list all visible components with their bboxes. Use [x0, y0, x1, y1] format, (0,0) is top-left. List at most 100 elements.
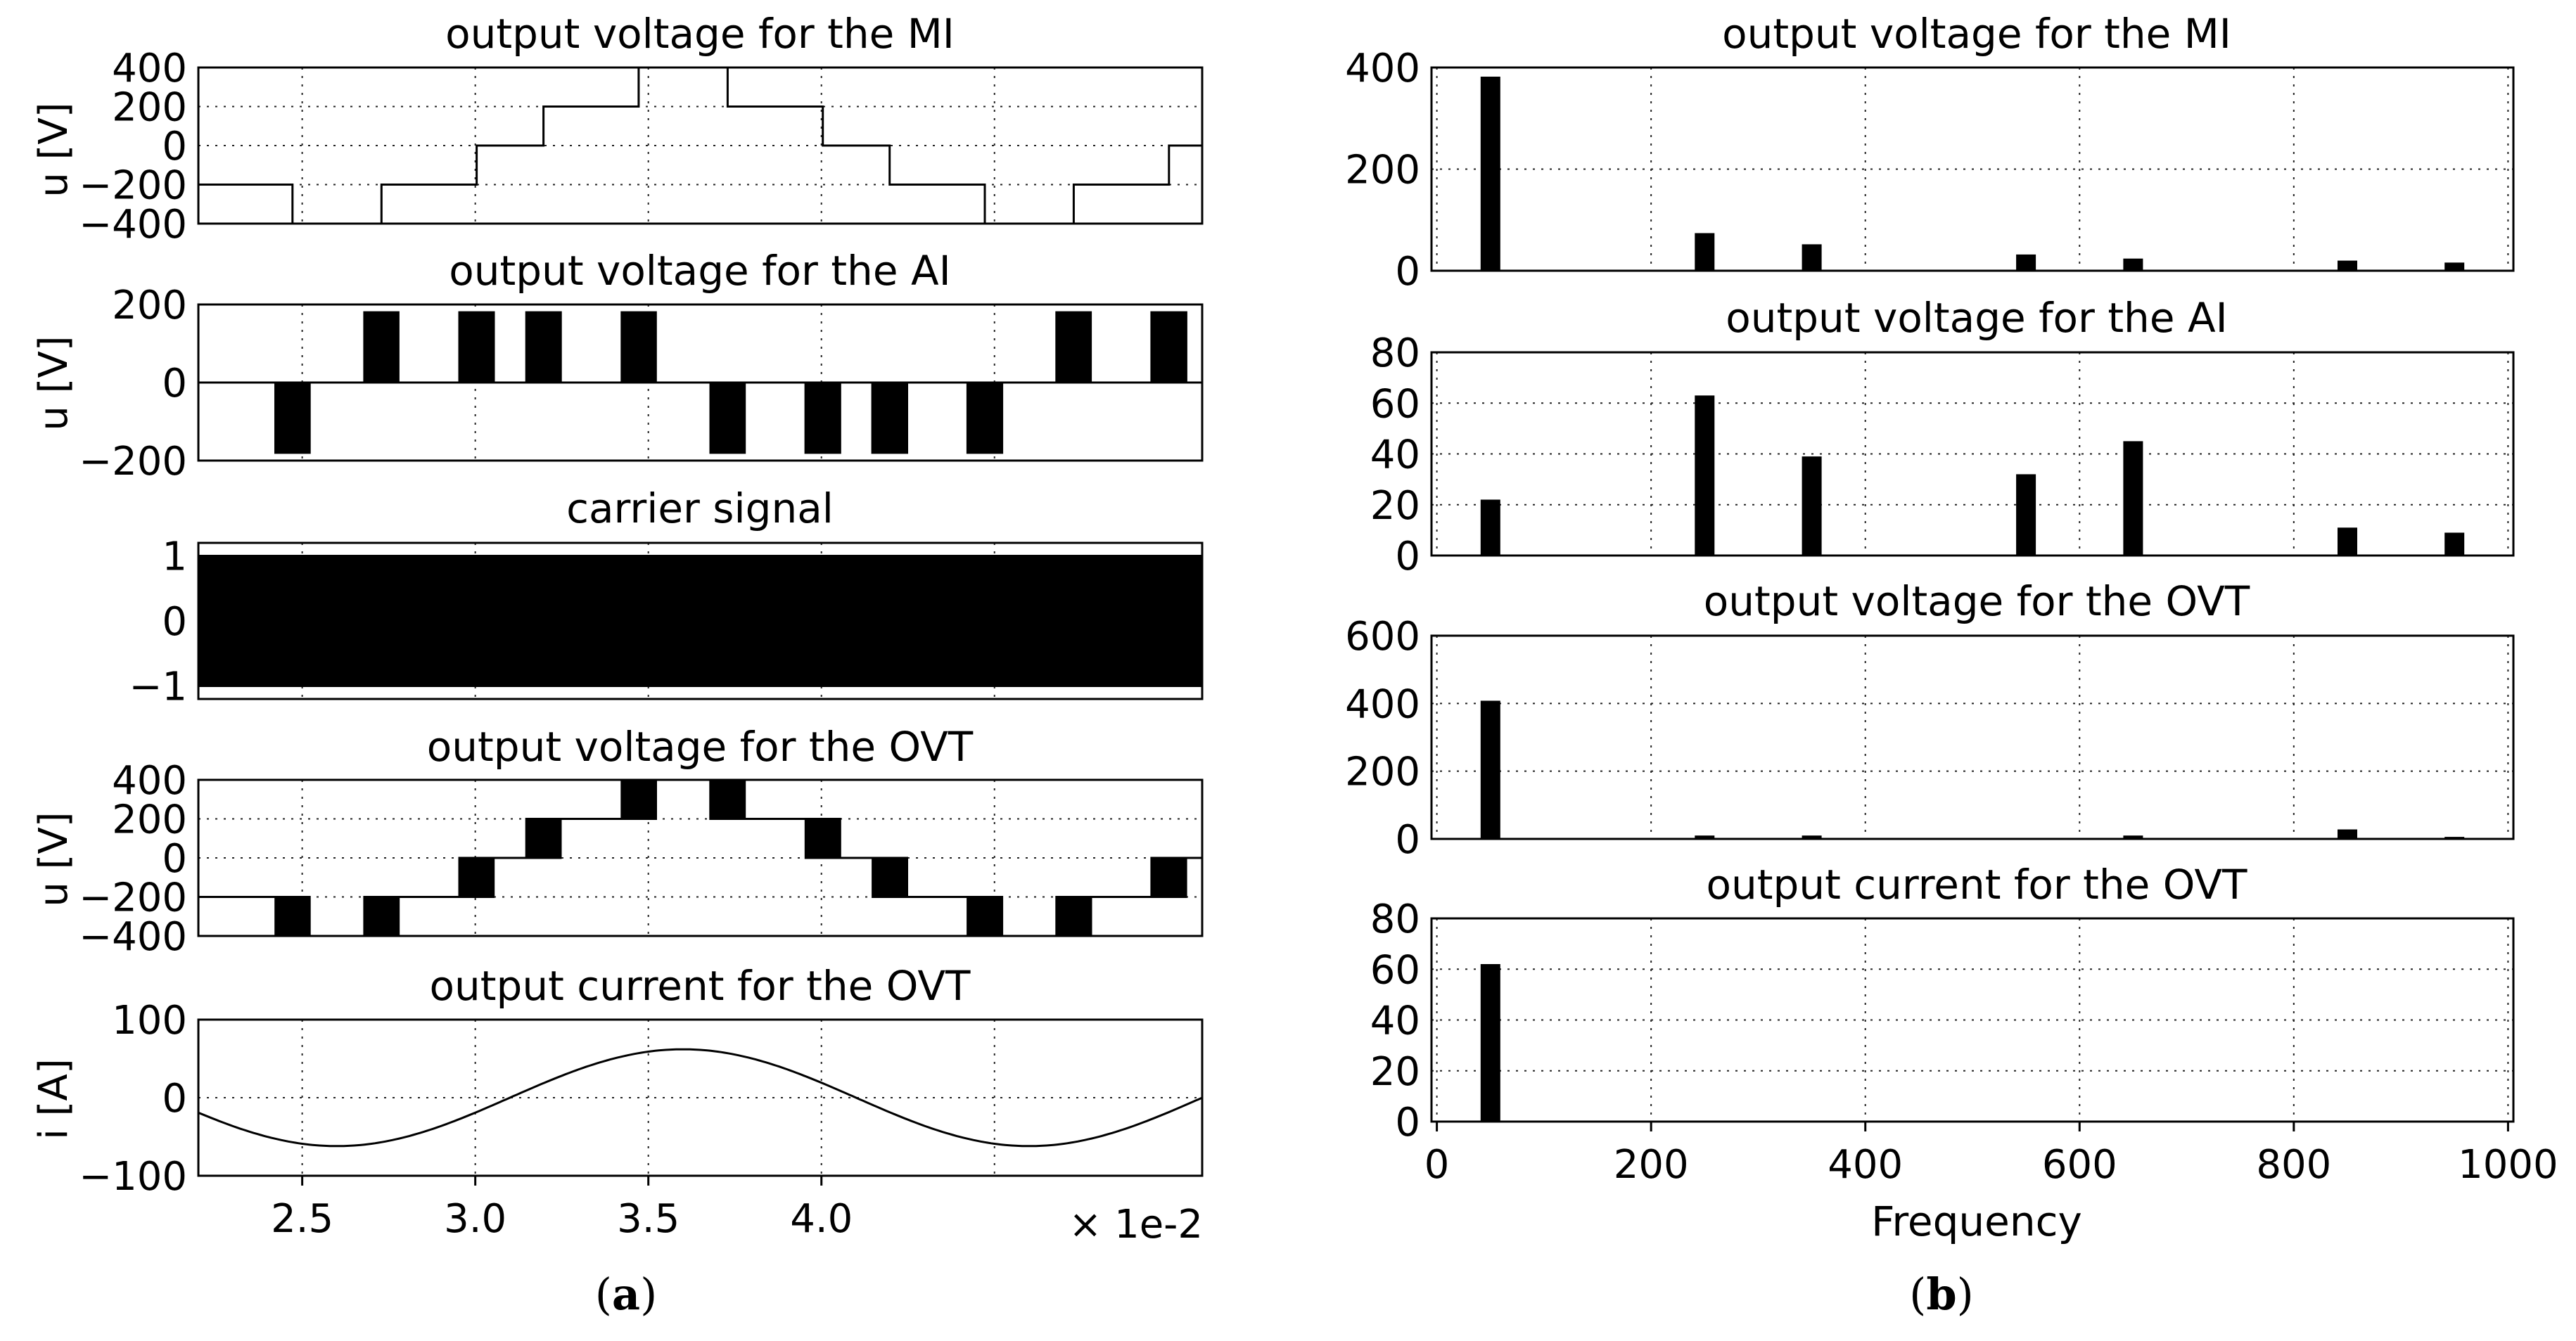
bar-50hz — [1480, 499, 1500, 556]
y-tick-label: 40 — [1370, 432, 1420, 478]
y-tick-label: 600 — [1345, 614, 1420, 660]
x-tick-label: 0 — [1424, 1142, 1450, 1188]
bar-650hz — [2123, 258, 2143, 271]
x-tick-label: 3.5 — [617, 1196, 680, 1242]
y-tick-label: 60 — [1370, 947, 1420, 993]
x-tick-label: 600 — [2042, 1142, 2117, 1188]
plot-frame — [1430, 351, 2515, 557]
bar-50hz — [1480, 964, 1500, 1122]
waveform-trace — [198, 778, 1202, 937]
y-tick-label: −1 — [129, 665, 187, 710]
bar-350hz — [1802, 244, 1822, 271]
y-tick-label: −200 — [79, 439, 187, 485]
bar-550hz — [2016, 474, 2036, 556]
panel-b1-mi-spectrum: output voltage for the MI 400 200 0 — [1345, 10, 2515, 295]
waveform-trace — [198, 311, 1202, 454]
plot-frame — [1430, 917, 2515, 1123]
caption-a-letter: a — [612, 1269, 640, 1320]
x-tick-label: 1000 — [2458, 1142, 2558, 1188]
plot-frame — [1430, 66, 2515, 272]
y-tick-label: 0 — [162, 1076, 187, 1122]
y-axis-label: i [A] — [31, 1058, 77, 1139]
y-tick-label: 60 — [1370, 381, 1420, 427]
x-axis-label: Frequency — [1871, 1198, 2082, 1245]
x-tick-label: 2.5 — [271, 1196, 333, 1242]
bar-850hz — [2338, 260, 2357, 271]
chart-title: output voltage for the OVT — [1704, 577, 2250, 625]
waveform-trace — [198, 1048, 1203, 1148]
y-tick-label: 200 — [112, 283, 187, 328]
bar-950hz — [2444, 262, 2465, 271]
x-tick-label: 3.0 — [444, 1196, 506, 1242]
waveform-trace — [197, 555, 1204, 687]
y-tick-label: 100 — [112, 998, 187, 1044]
x-tick-label: 800 — [2256, 1142, 2331, 1188]
caption-b: (b) — [1909, 1269, 1974, 1320]
chart-title: output voltage for the MI — [1722, 10, 2231, 58]
waveform-trace — [198, 66, 1202, 225]
caption-a: (a) — [595, 1269, 658, 1320]
x-tick-label: 4.0 — [790, 1196, 853, 1242]
plot-frame — [197, 778, 1204, 937]
x-tick-label: 200 — [1614, 1142, 1689, 1188]
bar-250hz — [1695, 233, 1715, 271]
y-tick-label: 80 — [1370, 897, 1420, 942]
y-tick-label: 0 — [1395, 1100, 1420, 1146]
panel-a4-ovt-voltage: output voltage for the OVT u [V] 4002000… — [31, 723, 1204, 960]
chart-title: output voltage for the OVT — [427, 723, 974, 771]
panel-a5-ovt-current: output current for the OVT i [A] 100 0 −10… — [31, 962, 1204, 1247]
y-axis-label: u [V] — [31, 102, 77, 197]
x-scale-label: × 1e-2 — [1069, 1202, 1203, 1247]
chart-title: carrier signal — [566, 485, 834, 532]
caption-b-letter: b — [1926, 1269, 1956, 1320]
plot-frame — [197, 66, 1204, 225]
y-tick-label: −200 — [79, 163, 187, 209]
y-tick-label: 400 — [1345, 681, 1420, 727]
y-tick-label: 0 — [162, 836, 187, 882]
y-tick-label: 200 — [112, 797, 187, 843]
panel-b3-ovt-spectrum: output voltage for the OVT 600 400 200 0 — [1345, 577, 2515, 863]
y-tick-label: −400 — [79, 202, 187, 248]
y-tick-label: 400 — [112, 46, 187, 91]
panel-a2-ai-voltage: output voltage for the AI u [V] 200 0 −200 — [31, 247, 1204, 485]
bar-650hz — [2123, 441, 2143, 556]
bar-350hz — [1802, 835, 1822, 839]
y-tick-label: −400 — [79, 914, 187, 960]
bar-250hz — [1695, 835, 1715, 839]
chart-title: output voltage for the AI — [1726, 294, 2227, 342]
y-tick-label: 1 — [162, 534, 187, 580]
bar-850hz — [2338, 829, 2357, 839]
y-tick-label: 0 — [162, 124, 187, 169]
y-tick-label: 20 — [1370, 1049, 1420, 1095]
y-tick-label: 200 — [1345, 750, 1420, 795]
y-tick-label: 0 — [1395, 249, 1420, 295]
y-tick-label: 400 — [1345, 46, 1420, 91]
y-tick-label: 0 — [162, 599, 187, 645]
y-tick-label: −200 — [79, 875, 187, 921]
chart-title: output voltage for the MI — [445, 10, 955, 58]
chart-title: output current for the OVT — [1707, 861, 2248, 909]
plot-frame — [1430, 634, 2515, 840]
y-tick-label: 200 — [1345, 148, 1420, 193]
y-tick-label: 20 — [1370, 483, 1420, 529]
y-tick-label: 0 — [1395, 817, 1420, 863]
panel-b2-ai-spectrum: output voltage for the AI 80 60 40 20 0 — [1370, 294, 2515, 579]
y-tick-label: 80 — [1370, 331, 1420, 376]
y-tick-label: 400 — [112, 758, 187, 804]
y-tick-label: −100 — [79, 1154, 187, 1200]
y-axis-label: u [V] — [31, 335, 77, 430]
bar-50hz — [1480, 77, 1500, 271]
chart-title: output current for the OVT — [430, 962, 971, 1010]
panel-a1-mi-voltage: output voltage for the MI u [V] 4002000−… — [31, 10, 1204, 248]
bar-550hz — [2016, 254, 2036, 271]
bar-50hz — [1480, 700, 1500, 839]
y-tick-label: 0 — [1395, 534, 1420, 579]
bar-250hz — [1695, 395, 1715, 556]
y-tick-label: 40 — [1370, 999, 1420, 1044]
plot-frame — [197, 303, 1204, 462]
plot-frame — [197, 1018, 1204, 1177]
chart-title: output voltage for the AI — [449, 247, 950, 295]
y-tick-label: 200 — [112, 85, 187, 131]
bar-850hz — [2338, 527, 2357, 556]
